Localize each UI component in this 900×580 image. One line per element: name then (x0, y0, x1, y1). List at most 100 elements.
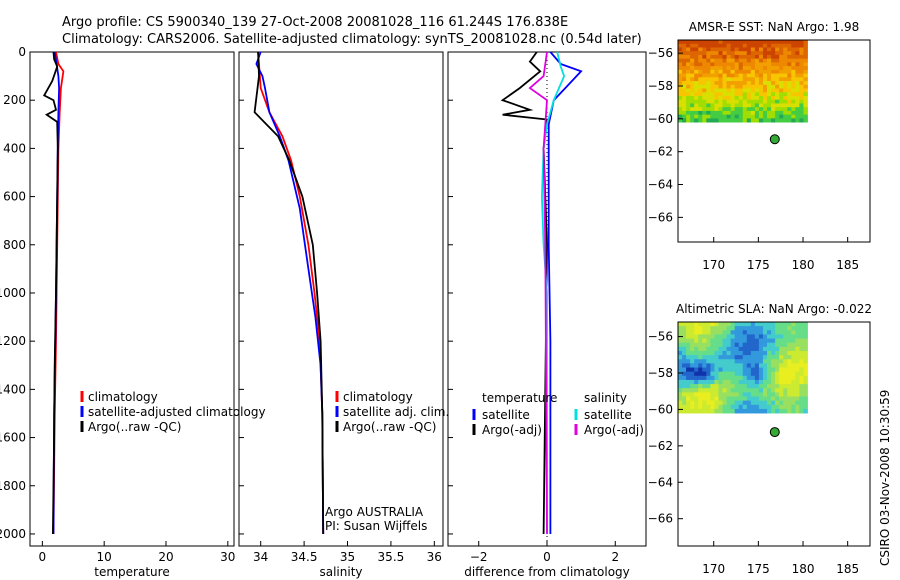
sla_map-ytick-label: −66 (648, 512, 673, 526)
sst_map-field-cell (742, 92, 748, 97)
sla_map-field-cell (795, 363, 800, 368)
sla_map-field-cell (718, 355, 723, 360)
sla_map-field-cell (795, 404, 800, 410)
sla_map-field-cell (767, 346, 772, 352)
sst_map-field-cell (799, 73, 804, 78)
sla_map-field-cell (698, 350, 703, 356)
sla_map-field-cell (742, 350, 748, 356)
sla_map-field-cell (714, 367, 719, 373)
sst_map-field-cell (787, 88, 792, 93)
sla_map-field-cell (698, 330, 703, 335)
sst_map-field-cell (758, 84, 764, 89)
sst_map-field-cell (722, 84, 727, 89)
depth-tick-label: 1400 (0, 382, 26, 396)
sst_map-field-cell (726, 110, 732, 116)
sla_map-field-cell (734, 363, 740, 368)
sst_map-field-cell (722, 77, 727, 82)
sla_map-field-cell (682, 326, 687, 331)
sst_map-field-cell (750, 77, 756, 82)
sst_map-field-cell (710, 81, 715, 86)
sla_map-field-cell (803, 359, 808, 364)
sla_map-field-cell (738, 322, 744, 327)
sla_map-field-cell (746, 371, 752, 377)
sla_map-field-cell (726, 334, 732, 339)
sst_map-field-cell (710, 77, 715, 82)
sla_map-ytick-label: −56 (648, 330, 673, 344)
sla_map-field-cell (803, 404, 808, 410)
sst_map-field-cell (734, 43, 740, 48)
sla_map-ytick-label: −60 (648, 402, 673, 416)
sst_map-field-cell (746, 114, 752, 119)
sla_map-field-cell (722, 359, 727, 364)
sla_map-field-cell (771, 322, 776, 327)
sla_map-field-cell (678, 322, 683, 327)
sla_map-field-cell (726, 346, 732, 352)
sla_map-field-cell (718, 404, 723, 410)
sst_map-field-cell (803, 107, 808, 112)
sla_map-field-cell (678, 326, 683, 331)
sst_map-field-cell (678, 77, 683, 82)
sla_map-field-cell (686, 334, 691, 339)
sla_map-field-cell (775, 396, 780, 402)
sst_map-field-cell (726, 118, 732, 123)
sst_map-field-cell (779, 69, 784, 74)
sst_map-field-cell (787, 77, 792, 82)
sla_map-field-cell (746, 400, 752, 406)
sla_map-field-cell (710, 367, 715, 373)
sla_map-field-cell (694, 408, 699, 414)
sst_map-field-cell (775, 118, 780, 123)
sst_map-field-cell (694, 107, 699, 112)
sla_map-field-cell (779, 363, 784, 368)
sla_map-field-cell (799, 363, 804, 368)
sst_map-field-cell (779, 114, 784, 119)
sla_map-field-cell (791, 384, 796, 389)
sla_map-field-cell (791, 375, 796, 381)
sla_map-field-cell (722, 388, 727, 393)
sst_map-field-cell (714, 73, 719, 78)
sla_map-field-cell (771, 396, 776, 402)
sla_map-field-cell (803, 334, 808, 339)
sla_map-field-cell (762, 326, 768, 331)
sla_map-xtick-label: 175 (747, 562, 770, 576)
sla_map-field-cell (762, 355, 768, 360)
sst_map-field-cell (767, 43, 772, 48)
sla_map-field-cell (690, 334, 695, 339)
sst_map-field-cell (694, 73, 699, 78)
sla_map-field-cell (742, 322, 748, 327)
sst_map-field-cell (706, 77, 711, 82)
sla_map-field-cell (690, 396, 695, 402)
sla_map-field-cell (714, 363, 719, 368)
sst_map-field-cell (742, 43, 748, 48)
sla_map-field-cell (754, 396, 760, 402)
sla_map-field-cell (734, 346, 740, 352)
sst_map-field-cell (754, 54, 760, 60)
temperature-legend-label: Argo(..raw -QC) (88, 420, 181, 434)
sla_map-field-cell (686, 371, 691, 377)
depth-tick-label: 2000 (0, 527, 26, 541)
sst_map-field-cell (738, 77, 744, 82)
sla_map-field-cell (710, 400, 715, 406)
sst_map-field-cell (758, 103, 764, 108)
figure-title-line1: Argo profile: CS 5900340_139 27-Oct-2008… (62, 15, 568, 30)
sst_map-field-cell (779, 95, 784, 101)
sla_map-field-cell (791, 359, 796, 364)
sla_map-field-cell (758, 338, 764, 344)
sst_map-field-cell (738, 43, 744, 48)
sst_map-field-cell (678, 110, 683, 116)
sst_map-field-cell (706, 107, 711, 112)
sla_map-field-cell (706, 326, 711, 331)
sla_map-field-cell (783, 375, 788, 381)
sst_map-field-cell (771, 114, 776, 119)
sst_map-field-cell (726, 107, 732, 112)
sst_map-field-cell (803, 69, 808, 74)
sla_map-field-cell (742, 367, 748, 373)
sla_map-field-cell (710, 322, 715, 327)
sst_map-field-cell (730, 114, 736, 119)
temperature-legend-label: climatology (88, 390, 158, 404)
sst_map-title: AMSR-E SST: NaN Argo: 1.98 (689, 20, 859, 34)
sla_map-field-cell (767, 388, 772, 393)
sst_map-field-cell (734, 81, 740, 86)
sst_map-field-cell (710, 62, 715, 67)
sst_map-field-cell (738, 99, 744, 104)
sst_map-field-cell (791, 62, 796, 67)
